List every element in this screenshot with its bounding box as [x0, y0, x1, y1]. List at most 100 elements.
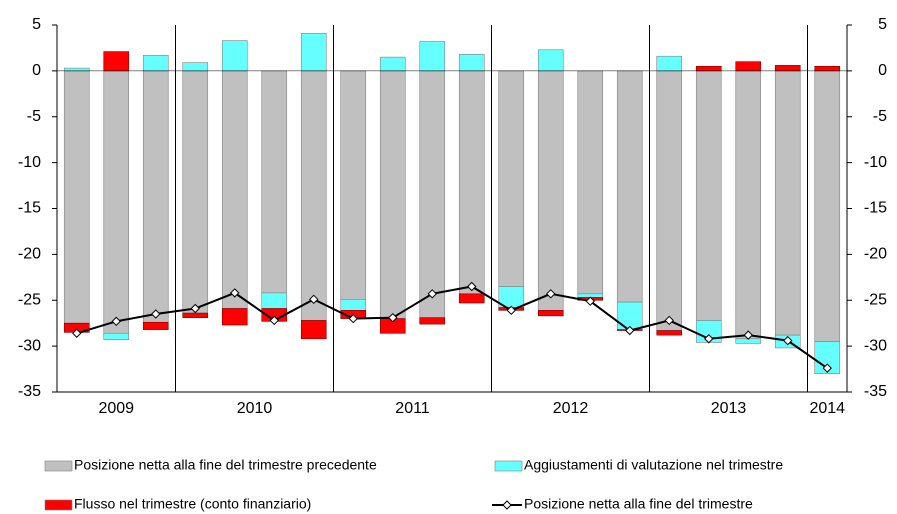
- bar: [63, 70, 90, 324]
- legend-label: Posizione netta alla fine del trimestre …: [74, 457, 377, 473]
- bar: [142, 54, 169, 72]
- bar: [774, 70, 801, 336]
- bar: [616, 70, 643, 303]
- marker: [72, 328, 82, 338]
- bar: [142, 70, 169, 323]
- bar: [458, 293, 485, 304]
- y2-tick-label: -15: [864, 200, 887, 217]
- bar: [221, 308, 248, 326]
- y-tick-label: -30: [18, 337, 41, 354]
- x-group-label: 2013: [711, 400, 747, 417]
- marker: [467, 281, 477, 292]
- marker: [309, 294, 319, 305]
- y2-tick-label: -20: [864, 246, 887, 263]
- y2-tick-label: -10: [864, 154, 887, 171]
- marker: [506, 305, 516, 316]
- marker: [664, 315, 674, 326]
- legend-label: Flusso nel trimestre (conto finanziario): [74, 496, 311, 512]
- marker: [585, 296, 595, 306]
- x-group-label: 2010: [237, 400, 273, 417]
- marker: [388, 312, 398, 323]
- legend-label: Posizione netta alla fine del trimestre: [524, 496, 753, 512]
- bar: [63, 67, 90, 72]
- marker: [190, 303, 200, 314]
- y2-tick-label: 0: [878, 62, 887, 79]
- bar: [537, 49, 564, 72]
- legend-swatch: [44, 460, 73, 472]
- bar: [261, 70, 288, 294]
- bar: [458, 70, 485, 295]
- y2-tick-label: -35: [864, 383, 887, 400]
- marker: [348, 313, 358, 324]
- y-tick-label: -20: [18, 246, 41, 263]
- bar: [182, 62, 209, 72]
- y-tick-label: -15: [18, 200, 41, 217]
- bar: [537, 70, 564, 311]
- bar: [419, 317, 446, 325]
- marker: [704, 334, 714, 344]
- line: [76, 285, 828, 369]
- bar: [814, 65, 841, 72]
- y-tick-label: 5: [32, 16, 41, 33]
- y-tick-label: -25: [18, 291, 41, 308]
- y-tick-label: -35: [18, 383, 41, 400]
- marker: [822, 363, 832, 373]
- bar: [221, 40, 248, 72]
- bar: [695, 65, 722, 72]
- x-group-label: 2012: [553, 400, 589, 417]
- bar: [142, 321, 169, 330]
- bar: [379, 70, 406, 319]
- bar: [182, 312, 209, 318]
- bar: [656, 70, 683, 331]
- bar: [300, 320, 327, 340]
- bar: [814, 70, 841, 342]
- y2-tick-label: -30: [864, 337, 887, 354]
- legend-swatch: [494, 460, 523, 472]
- y2-tick-label: -25: [864, 291, 887, 308]
- marker: [151, 309, 161, 319]
- bar: [300, 32, 327, 72]
- bar: [221, 70, 248, 309]
- bar: [419, 41, 446, 72]
- bar: [774, 65, 801, 72]
- legend-swatch: [44, 499, 73, 511]
- x-group-label: 2014: [809, 400, 845, 417]
- bar: [498, 70, 525, 287]
- marker: [546, 289, 556, 299]
- bar: [103, 70, 130, 334]
- marker: [783, 335, 793, 346]
- marker: [111, 316, 121, 327]
- bar: [103, 332, 130, 341]
- bar: [616, 301, 643, 330]
- bar: [735, 70, 762, 340]
- bar: [419, 70, 446, 318]
- bar: [379, 56, 406, 72]
- bar: [182, 70, 209, 314]
- bar: [656, 55, 683, 72]
- bar: [695, 70, 722, 321]
- y2-tick-label: 5: [878, 16, 887, 33]
- marker: [269, 315, 279, 326]
- bar: [340, 70, 367, 300]
- bar: [537, 310, 564, 317]
- legend-marker: [502, 500, 512, 510]
- y-tick-label: -10: [18, 154, 41, 171]
- bar: [103, 51, 130, 72]
- x-group-label: 2009: [98, 400, 134, 417]
- marker: [230, 288, 240, 298]
- bar: [261, 292, 288, 309]
- bar: [300, 70, 327, 321]
- marker: [743, 330, 753, 340]
- x-group-label: 2011: [395, 400, 430, 417]
- bar: [458, 54, 485, 72]
- bar: [656, 330, 683, 336]
- y2-tick-label: -5: [873, 108, 887, 125]
- bar: [340, 299, 367, 311]
- marker: [625, 325, 635, 336]
- marker: [427, 289, 437, 299]
- y-tick-label: 0: [32, 62, 41, 79]
- bar: [814, 341, 841, 374]
- legend-label: Aggiustamenti di valutazione nel trimest…: [524, 457, 783, 473]
- y-tick-label: -5: [27, 108, 41, 125]
